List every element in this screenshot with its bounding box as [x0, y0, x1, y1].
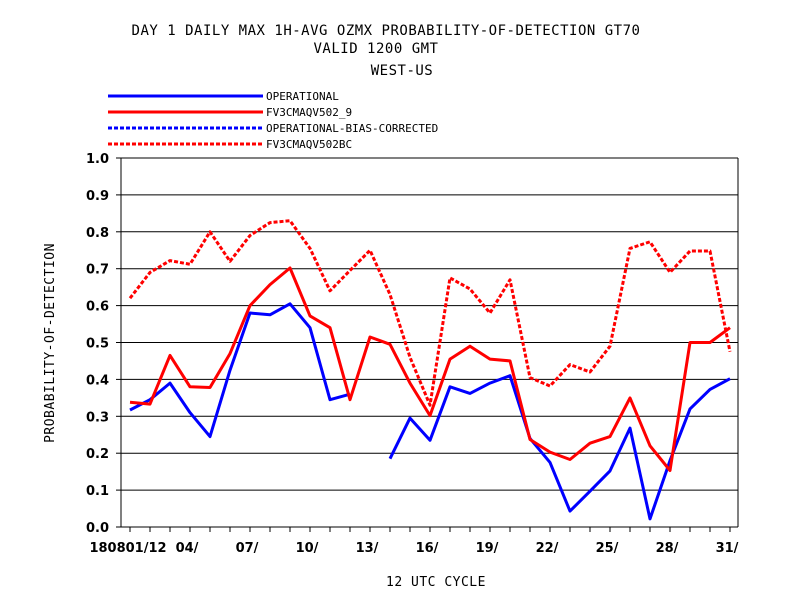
axes: 0.0 0.1 0.2 0.3 0.4 0.5 0.6 0.7 0.8 0.9 1.0 180801/…	[86, 152, 739, 556]
x-tick-label: 180801/12	[89, 541, 166, 556]
x-tick-label: 07/	[236, 541, 259, 556]
series-line	[129, 266, 731, 472]
y-tick-label: 0.7	[86, 263, 109, 278]
y-axis-title: PROBABILITY-OF-DETECTION	[43, 243, 58, 443]
series-3	[128, 219, 732, 407]
chart-title-line-1: DAY 1 DAILY MAX 1H-AVG OZMX PROBABILITY-…	[132, 23, 641, 39]
y-tick-label: 0.6	[86, 300, 109, 315]
x-tick-label: 31/	[716, 541, 739, 556]
legend-label: FV3CMAQV502_9	[266, 106, 352, 119]
chart-title-line-3: WEST-US	[371, 63, 434, 79]
y-tick-label: 0.9	[86, 189, 109, 204]
y-tick-label: 0.3	[86, 410, 109, 425]
x-tick-label: 22/	[536, 541, 559, 556]
x-tick-label: 13/	[356, 541, 379, 556]
y-tick-label: 0.4	[86, 373, 109, 388]
x-tick-label: 10/	[296, 541, 319, 556]
y-tick-label: 0.0	[86, 521, 109, 536]
x-tick-label: 25/	[596, 541, 619, 556]
x-tick-label: 19/	[476, 541, 499, 556]
series-1	[129, 266, 731, 472]
legend-label: FV3CMAQV502BC	[266, 138, 352, 151]
x-axis-title: 12 UTC CYCLE	[386, 575, 486, 590]
x-tick-label: 16/	[416, 541, 439, 556]
y-tick-label: 1.0	[86, 152, 109, 167]
series-line	[128, 219, 732, 407]
chart-titles: DAY 1 DAILY MAX 1H-AVG OZMX PROBABILITY-…	[132, 23, 641, 79]
y-tick-label: 0.8	[86, 226, 109, 241]
y-tick-label: 0.5	[86, 337, 109, 352]
y-tick-label: 0.2	[86, 447, 109, 462]
legend: OPERATIONAL FV3CMAQV502_9 OPERATIONAL-BIAS…	[108, 90, 438, 151]
x-tick-label: 28/	[656, 541, 679, 556]
legend-label: OPERATIONAL-BIAS-CORRECTED	[266, 122, 438, 135]
series-line	[129, 302, 351, 439]
x-tick-label: 04/	[176, 541, 199, 556]
legend-label: OPERATIONAL	[266, 90, 339, 103]
chart-title-line-2: VALID 1200 GMT	[313, 41, 438, 57]
series-line	[388, 374, 731, 521]
series-layer	[128, 219, 732, 521]
y-tick-label: 0.1	[86, 484, 109, 499]
